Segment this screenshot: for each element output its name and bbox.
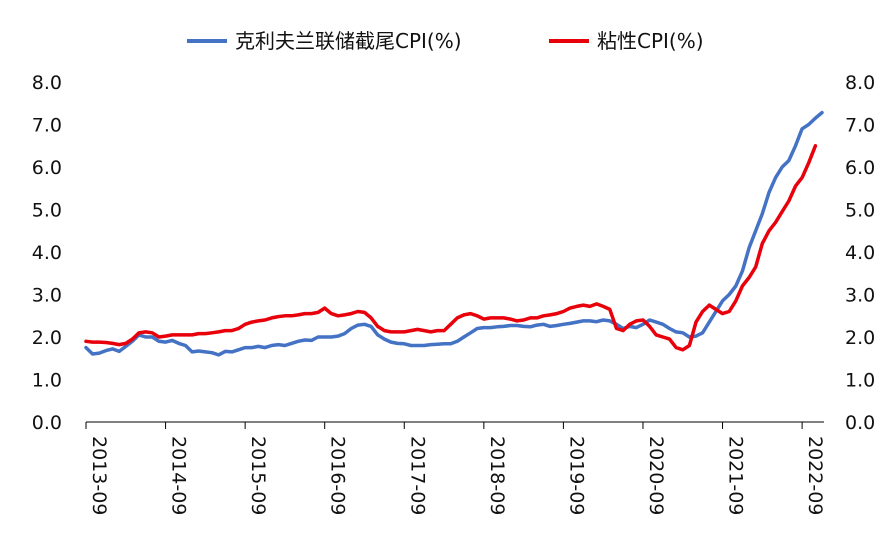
x-tick-label: 2022-09 — [804, 436, 826, 515]
y-tick-label-right: 6.0 — [845, 157, 875, 179]
x-tick-label: 2016-09 — [327, 436, 349, 515]
y-tick-label-left: 6.0 — [32, 157, 62, 179]
y-tick-label-right: 5.0 — [845, 200, 875, 222]
y-tick-label-left: 3.0 — [32, 285, 62, 307]
y-tick-label-left: 8.0 — [32, 72, 62, 94]
legend-item-sticky-cpi: 粘性CPI(%) — [549, 29, 704, 53]
y-tick-label-right: 8.0 — [845, 72, 875, 94]
y-tick-label-left: 0.0 — [32, 412, 62, 434]
left-y-axis: 0.0 1.0 2.0 3.0 4.0 5.0 6.0 7.0 8.0 — [32, 72, 62, 434]
legend: 克利夫兰联储截尾CPI(%) 粘性CPI(%) — [187, 29, 704, 53]
y-tick-label-left: 2.0 — [32, 327, 62, 349]
x-tick-label: 2021-09 — [725, 436, 747, 515]
y-tick-label-right: 3.0 — [845, 285, 875, 307]
x-tick-label: 2020-09 — [645, 436, 667, 515]
y-tick-label-right: 1.0 — [845, 370, 875, 392]
axes: 0.0 1.0 2.0 3.0 4.0 5.0 6.0 7.0 8.0 0.0 1.0 2.0 3.0… — [32, 72, 875, 515]
legend-label-trimmed-cpi: 克利夫兰联储截尾CPI(%) — [235, 29, 462, 53]
plot-area — [84, 110, 824, 357]
legend-item-trimmed-cpi: 克利夫兰联储截尾CPI(%) — [187, 29, 462, 53]
y-tick-label-right: 0.0 — [845, 412, 875, 434]
x-tick-label: 2017-09 — [406, 436, 428, 515]
x-tick-label: 2014-09 — [168, 436, 190, 515]
x-axis: 2013-09 2014-09 2015-09 2016-09 2017-09 2018-… — [85, 422, 826, 515]
x-tick-label: 2013-09 — [88, 436, 110, 515]
y-tick-label-right: 7.0 — [845, 115, 875, 137]
y-tick-label-right: 4.0 — [845, 242, 875, 264]
legend-label-sticky-cpi: 粘性CPI(%) — [597, 29, 704, 53]
x-tick-label: 2019-09 — [565, 436, 587, 515]
y-tick-label-left: 5.0 — [32, 200, 62, 222]
x-tick-label: 2015-09 — [247, 436, 269, 515]
y-tick-label-right: 2.0 — [845, 327, 875, 349]
x-tick-label: 2018-09 — [486, 436, 508, 515]
series-line-sticky-cpi — [84, 144, 818, 352]
right-y-axis: 0.0 1.0 2.0 3.0 4.0 5.0 6.0 7.0 8.0 — [845, 72, 875, 434]
y-tick-label-left: 7.0 — [32, 115, 62, 137]
y-tick-label-left: 4.0 — [32, 242, 62, 264]
y-tick-label-left: 1.0 — [32, 370, 62, 392]
series-line-trimmed-cpi — [84, 110, 824, 357]
